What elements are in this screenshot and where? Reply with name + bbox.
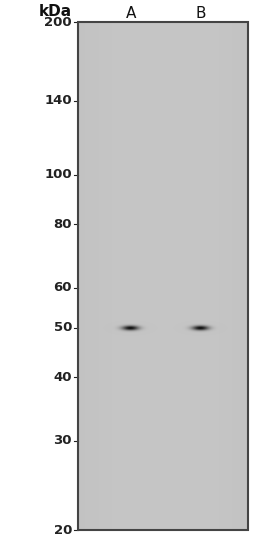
Text: 40: 40	[54, 370, 72, 384]
Text: 200: 200	[44, 16, 72, 28]
Text: A: A	[125, 7, 136, 22]
Text: 80: 80	[54, 218, 72, 231]
Text: 30: 30	[54, 434, 72, 447]
Text: 50: 50	[54, 321, 72, 334]
Text: B: B	[195, 7, 206, 22]
Text: 140: 140	[44, 94, 72, 107]
Text: 20: 20	[54, 524, 72, 536]
Text: kDa: kDa	[39, 4, 72, 19]
Text: 100: 100	[44, 168, 72, 182]
Text: 60: 60	[54, 281, 72, 294]
